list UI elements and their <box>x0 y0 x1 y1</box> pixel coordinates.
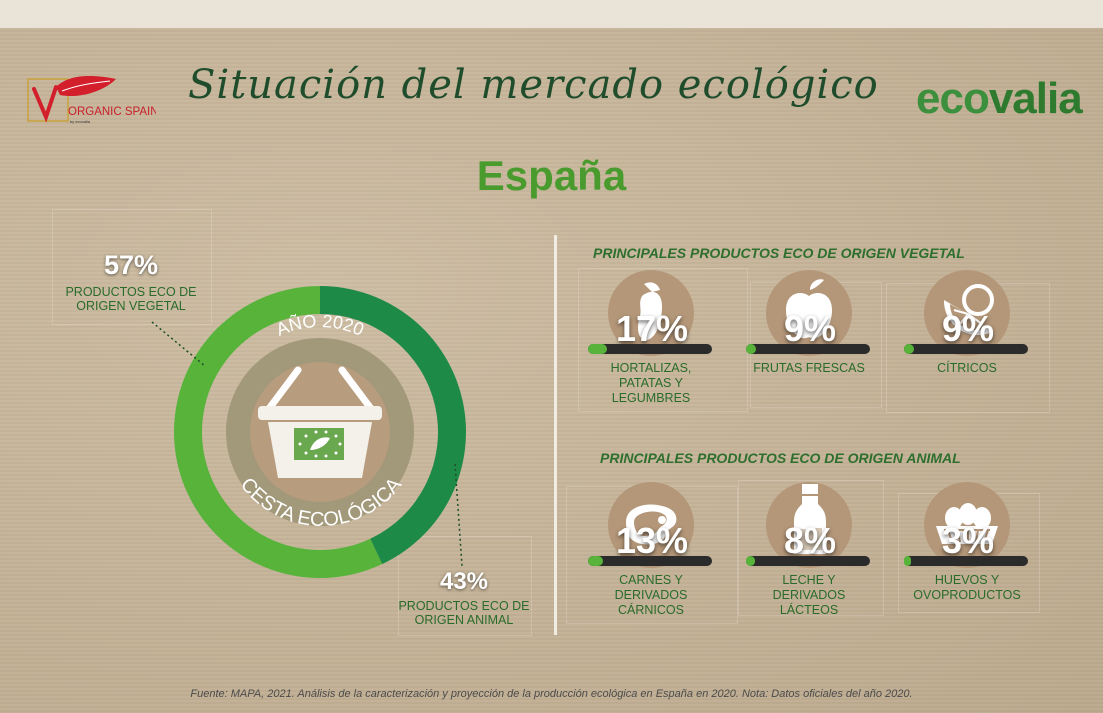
product-label: HUEVOS Y OVOPRODUCTOS <box>892 573 1042 603</box>
percent-label: 3% <box>941 520 995 561</box>
percent-label: 9% <box>941 308 995 349</box>
milk-bottle-icon <box>794 484 826 554</box>
product-label-line: DERIVADOS <box>614 588 688 602</box>
ecovalia-brand: ecovalia <box>916 74 1083 124</box>
apple-icon <box>786 279 832 339</box>
product-label: FRUTAS FRESCAS <box>734 361 884 376</box>
product-label: HORTALIZAS, PATATAS Y LEGUMBRES <box>576 361 726 406</box>
vegetal-label-block: 57% PRODUCTOS ECO DE ORIGEN VEGETAL <box>52 250 210 313</box>
vegetal-percent: 57% <box>103 250 159 280</box>
progress-fill <box>746 344 757 354</box>
progress-fill <box>588 344 607 354</box>
product-label: LECHE Y DERIVADOS LÁCTEOS <box>734 573 884 618</box>
section-divider <box>554 235 557 635</box>
percent-label: 9% <box>783 308 837 349</box>
product-label: CARNES Y DERIVADOS CÁRNICOS <box>576 573 726 618</box>
donut-slice-vegetal <box>173 286 383 578</box>
product-label-line: FRUTAS FRESCAS <box>753 361 865 375</box>
card-frame-hortalizas <box>578 268 748 412</box>
page-subtitle: España <box>476 152 627 199</box>
percent-label: 8% <box>783 520 837 561</box>
animal-section-title: PRINCIPALES PRODUCTOS ECO DE ORIGEN ANIM… <box>600 450 961 466</box>
product-label-line: CÁRNICOS <box>618 603 684 617</box>
product-label-line: PATATAS Y <box>619 376 683 390</box>
progress-track <box>588 344 712 354</box>
brand-valia: valia <box>988 74 1083 123</box>
product-label: CÍTRICOS <box>892 361 1042 376</box>
progress-track <box>588 556 712 566</box>
percent-label: 13% <box>615 520 689 561</box>
card-circle <box>924 482 1010 568</box>
progress-fill <box>904 344 915 354</box>
citrus-icon <box>943 284 994 336</box>
animal-percent: 43% <box>439 568 489 595</box>
organic-spain-logo: ORGANIC SPAIN by ecovalia <box>26 73 159 125</box>
progress-fill <box>588 556 603 566</box>
basket-icon <box>258 366 382 478</box>
card-frame-leche <box>738 480 884 616</box>
logo-subtext: by ecovalia <box>70 119 91 124</box>
vegetal-caption: PRODUCTOS ECO DE ORIGEN VEGETAL <box>65 285 197 313</box>
vegetal-section-title: PRINCIPALES PRODUCTOS ECO DE ORIGEN VEGE… <box>593 245 965 261</box>
product-label-line: CARNES Y <box>619 573 683 587</box>
eggs-icon <box>936 503 998 544</box>
product-label-line: CÍTRICOS <box>937 361 997 375</box>
product-label-line: LECHE Y <box>782 573 836 587</box>
page-title: Situación del mercado ecológico <box>188 62 879 108</box>
brand-eco: eco <box>916 74 990 123</box>
donut-chart: AÑO 2020 CESTA ECOLÓGICA <box>173 286 466 578</box>
progress-fill <box>904 556 911 566</box>
source-footnote: Fuente: MAPA, 2021. Análisis de la carac… <box>190 688 913 700</box>
logo-text: ORGANIC SPAIN <box>68 106 156 118</box>
leader-line-animal <box>454 463 463 567</box>
meat-icon <box>626 504 677 545</box>
eggplant-icon <box>638 282 662 340</box>
progress-track <box>746 556 870 566</box>
product-label-line: LEGUMBRES <box>611 391 691 405</box>
label-box-animal <box>398 536 532 636</box>
percent-label: 17% <box>615 308 689 349</box>
label-box-vegetal <box>52 209 212 325</box>
product-label-line: HUEVOS Y <box>934 573 1000 587</box>
leader-line-vegetal <box>151 321 206 367</box>
product-label-line: OVOPRODUCTOS <box>913 588 1021 602</box>
product-label-line: HORTALIZAS, <box>610 361 692 375</box>
progress-track <box>904 556 1028 566</box>
animal-label-block: 43% PRODUCTOS ECO DE ORIGEN ANIMAL <box>396 568 532 627</box>
product-label-line: LÁCTEOS <box>779 603 839 617</box>
product-label-line: DERIVADOS <box>772 588 846 602</box>
top-band <box>0 0 1103 28</box>
progress-track <box>904 344 1028 354</box>
animal-caption: PRODUCTOS ECO DE ORIGEN ANIMAL <box>398 599 530 627</box>
donut-slice-animal <box>320 286 466 565</box>
progress-track <box>746 344 870 354</box>
progress-fill <box>746 556 755 566</box>
